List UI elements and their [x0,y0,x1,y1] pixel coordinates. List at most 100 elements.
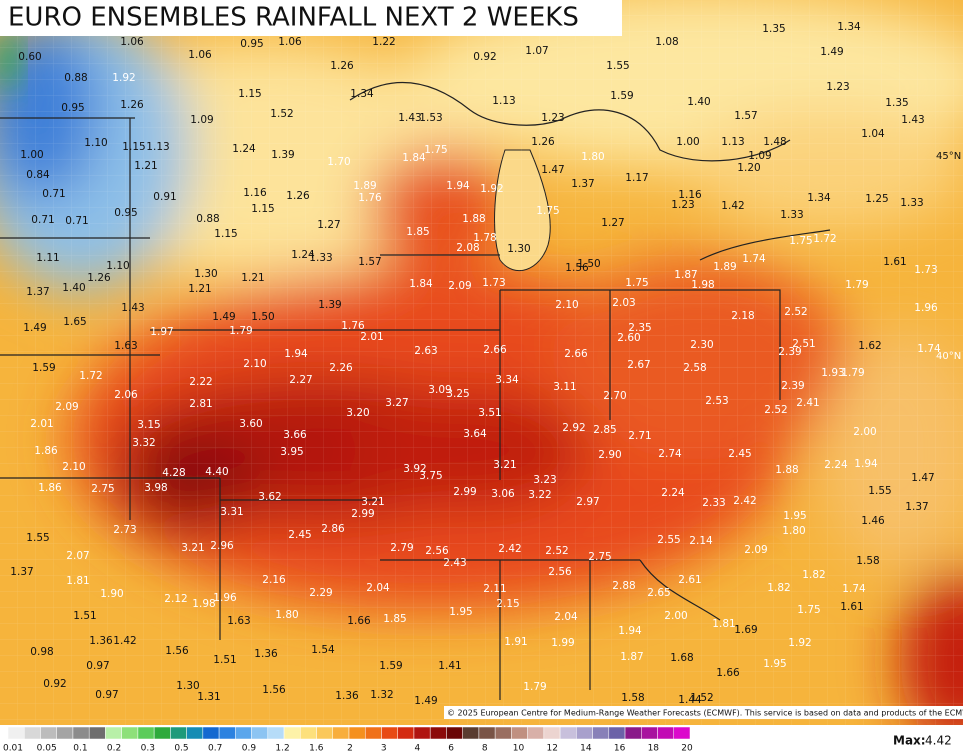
rainfall-label: 1.20 [737,162,760,174]
rainfall-label: 1.63 [114,340,137,352]
rainfall-label: 2.00 [664,610,687,622]
rainfall-label: 2.07 [66,550,89,562]
rainfall-label: 2.01 [30,418,53,430]
rainfall-label: 1.74 [917,343,941,355]
rainfall-label: 3.31 [220,506,243,518]
rainfall-label: 2.35 [628,322,651,334]
rainfall-label: 2.52 [764,404,787,416]
rainfall-label: 1.40 [687,96,710,108]
rainfall-label: 1.23 [541,112,564,124]
rainfall-label: 1.49 [212,311,235,323]
rainfall-label: 1.00 [20,149,43,161]
rainfall-label: 2.97 [576,496,599,508]
rainfall-label: 2.51 [792,338,815,350]
rainfall-label: 1.75 [625,277,648,289]
rainfall-label: 1.95 [783,510,806,522]
rainfall-label: 1.30 [507,243,530,255]
rainfall-label: 1.07 [525,45,548,57]
colorbar-tick-label: 0.1 [73,744,87,754]
colorbar-tick-label: 1.6 [309,744,324,754]
rainfall-label: 1.33 [780,209,803,221]
colorbar-tick-label: 16 [614,744,626,754]
rainfall-label: 1.16 [243,187,267,199]
rainfall-label: 1.92 [480,183,503,195]
rainfall-label: 2.22 [189,376,212,388]
colorbar-tick-label: 10 [513,744,525,754]
colorbar-swatch [88,726,106,740]
rainfall-label: 1.11 [36,252,59,264]
rainfall-label: 1.40 [62,282,85,294]
rainfall-label: 1.00 [676,136,699,148]
rainfall-label: 1.80 [581,151,604,163]
max-value: 4.42 [925,734,952,748]
rainfall-label: 1.80 [782,525,805,537]
rainfall-label: 2.52 [545,545,568,557]
copyright-box [444,706,963,719]
rainfall-label: 1.72 [79,370,102,382]
rainfall-label: 1.68 [670,652,693,664]
max-label: Max: [893,734,926,748]
rainfall-label: 1.43 [121,302,144,314]
rainfall-label: 1.74 [742,253,766,265]
rainfall-label: 1.17 [625,172,648,184]
rainfall-label: 1.06 [188,49,212,61]
rainfall-label: 2.42 [733,495,756,507]
colorbar-swatch [7,726,25,740]
colorbar-swatch [462,726,480,740]
rainfall-label: 0.71 [31,214,54,226]
rainfall-label: 1.55 [26,532,49,544]
rainfall-label: 1.58 [856,555,879,567]
colorbar-swatch [673,726,691,740]
rainfall-label: 1.85 [406,226,429,238]
rainfall-label: 2.30 [690,339,713,351]
rainfall-label: 1.24 [232,143,256,155]
rainfall-label: 1.75 [789,235,812,247]
rainfall-label: 2.09 [448,280,471,292]
colorbar-tick-label: 0.5 [174,744,188,754]
rainfall-label: 2.01 [360,331,383,343]
rainfall-label: 3.60 [239,418,262,430]
rainfall-label: 2.26 [329,362,353,374]
rainfall-label: 0.91 [153,191,176,203]
colorbar-tick-label: 1.2 [275,744,289,754]
rainfall-label: 3.98 [144,482,167,494]
rainfall-label: 2.75 [588,551,611,563]
rainfall-label: 1.61 [840,601,863,613]
rainfall-label: 1.66 [347,615,371,627]
rainfall-label: 2.63 [414,345,437,357]
rainfall-label: 1.15 [238,88,261,100]
colorbar-swatch [559,726,577,740]
rainfall-label: 1.39 [271,149,294,161]
rainfall-label: 3.15 [137,419,160,431]
rainfall-label: 1.74 [842,583,866,595]
rainfall-label: 2.66 [483,344,507,356]
rainfall-label: 1.36 [335,690,359,702]
rainfall-label: 3.06 [491,488,515,500]
rainfall-label: 1.21 [134,160,157,172]
rainfall-label: 1.94 [854,458,878,470]
rainfall-label: 3.32 [132,437,155,449]
rainfall-label: 3.34 [495,374,519,386]
colorbar-tick-label: 3 [381,744,387,754]
rainfall-label: 1.98 [691,279,714,291]
rainfall-label: 2.18 [731,310,754,322]
rainfall-label: 2.75 [91,483,114,495]
rainfall-label: 1.94 [446,180,470,192]
rainfall-label: 2.45 [728,448,751,460]
rainfall-label: 1.59 [610,90,633,102]
colorbar-swatch [364,726,382,740]
rainfall-label: 1.13 [146,141,169,153]
colorbar-swatch [332,726,350,740]
rainfall-label: 3.66 [283,429,307,441]
colorbar-tick-label: 8 [482,744,488,754]
rainfall-label: 1.24 [291,249,315,261]
rainfall-label: 1.66 [716,667,740,679]
colorbar-swatch [23,726,41,740]
rainfall-label: 2.04 [366,582,390,594]
colorbar-swatch [202,726,220,740]
colorbar-swatch [576,726,593,740]
rainfall-label: 2.16 [262,574,286,586]
rainfall-label: 3.21 [361,496,384,508]
rainfall-label: 1.75 [797,604,820,616]
rainfall-label: 1.94 [284,348,308,360]
